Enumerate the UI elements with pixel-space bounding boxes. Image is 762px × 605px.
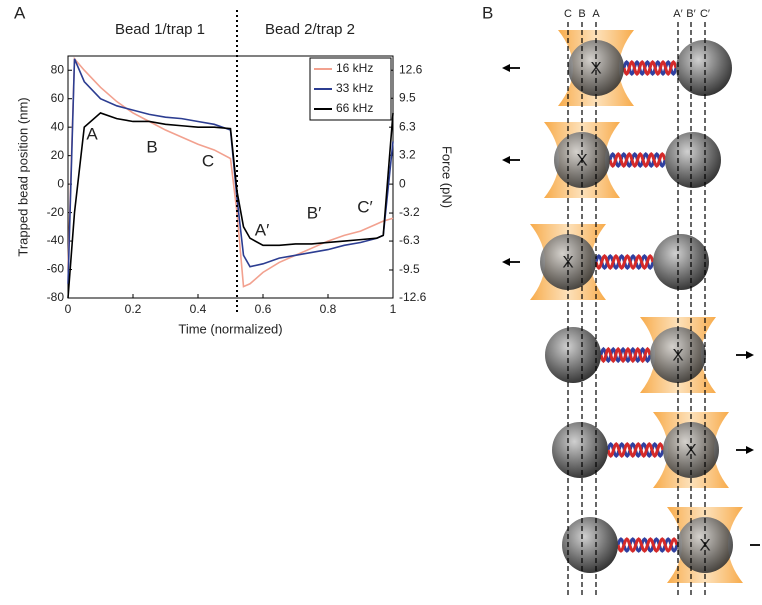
y2-tick-label: 9.5 — [399, 90, 416, 104]
y-tick-label: -60 — [47, 262, 65, 276]
bead — [653, 234, 709, 290]
arrow-head — [502, 258, 510, 266]
y-tick-label: -20 — [47, 205, 65, 219]
bead — [676, 40, 732, 96]
x-tick-label: 0.6 — [255, 302, 272, 316]
dna-strand — [622, 59, 678, 77]
arrow-head — [746, 446, 754, 454]
arrow-head — [502, 156, 510, 164]
guide-label: C — [564, 8, 572, 20]
y2-tick-label: 0 — [399, 176, 406, 190]
panel-label: B — [482, 3, 493, 22]
data-line — [67, 58, 394, 284]
y-tick-label: 80 — [51, 62, 65, 76]
x-tick-label: 0 — [65, 302, 72, 316]
y2-tick-label: -12.6 — [399, 290, 427, 304]
y-tick-label: 0 — [57, 176, 64, 190]
y-tick-label: -40 — [47, 233, 65, 247]
annotation: A′ — [255, 220, 270, 239]
x-tick-label: 0.4 — [190, 302, 207, 316]
dna-strand — [594, 254, 655, 270]
x-tick-label: 0.2 — [125, 302, 142, 316]
x-tick-label: 0.8 — [320, 302, 337, 316]
dna-strand — [608, 152, 667, 168]
y-tick-label: 40 — [51, 119, 65, 133]
y2-tick-label: -6.3 — [399, 233, 420, 247]
bead — [545, 327, 601, 383]
dna-strand — [606, 442, 665, 458]
guide-label: A — [592, 8, 600, 20]
bead-mark: X — [562, 252, 573, 271]
y-tick-label: 60 — [51, 91, 65, 105]
dna-strand — [599, 346, 652, 364]
arrow-head — [746, 351, 754, 359]
y2-axis-label: Force (pN) — [440, 146, 455, 208]
bead — [562, 517, 618, 573]
x-tick-label: 1 — [390, 302, 397, 316]
legend-label: 66 kHz — [336, 101, 373, 115]
panel-label: A — [14, 3, 26, 22]
y2-tick-label: 12.6 — [399, 62, 423, 76]
bead-mark: X — [590, 58, 601, 77]
data-line — [67, 112, 394, 299]
y2-tick-label: -3.2 — [399, 205, 420, 219]
annotation: C — [202, 151, 214, 170]
bead — [665, 132, 721, 188]
guide-label: B — [578, 8, 585, 20]
annotation: Bead 1/trap 1 — [115, 21, 205, 38]
arrow-head — [502, 64, 510, 72]
y-axis-label: Trapped bead position (nm) — [15, 97, 30, 256]
annotation: Bead 2/trap 2 — [265, 21, 355, 38]
y-tick-label: 20 — [51, 148, 65, 162]
dna-strand — [616, 537, 679, 553]
bead — [552, 422, 608, 478]
x-axis-label: Time (normalized) — [178, 321, 282, 336]
y2-tick-label: 6.3 — [399, 119, 416, 133]
annotation: A — [86, 124, 98, 143]
annotation: C′ — [357, 197, 372, 216]
legend-label: 33 kHz — [336, 81, 373, 95]
y2-tick-label: -9.5 — [399, 262, 420, 276]
diagram-row: X — [502, 30, 732, 106]
annotation: B — [146, 137, 157, 156]
y2-tick-label: 3.2 — [399, 147, 416, 161]
guide-label: B′ — [686, 8, 695, 20]
legend-label: 16 kHz — [336, 61, 373, 75]
diagram-row: X — [545, 317, 754, 393]
data-line — [67, 56, 394, 288]
plot-frame — [67, 55, 394, 299]
y-tick-label: -80 — [47, 290, 65, 304]
annotation: B′ — [307, 203, 322, 222]
guide-label: A′ — [673, 8, 682, 20]
guide-label: C′ — [700, 8, 710, 20]
diagram-row: X — [502, 122, 721, 198]
diagram-row: X — [562, 507, 760, 583]
